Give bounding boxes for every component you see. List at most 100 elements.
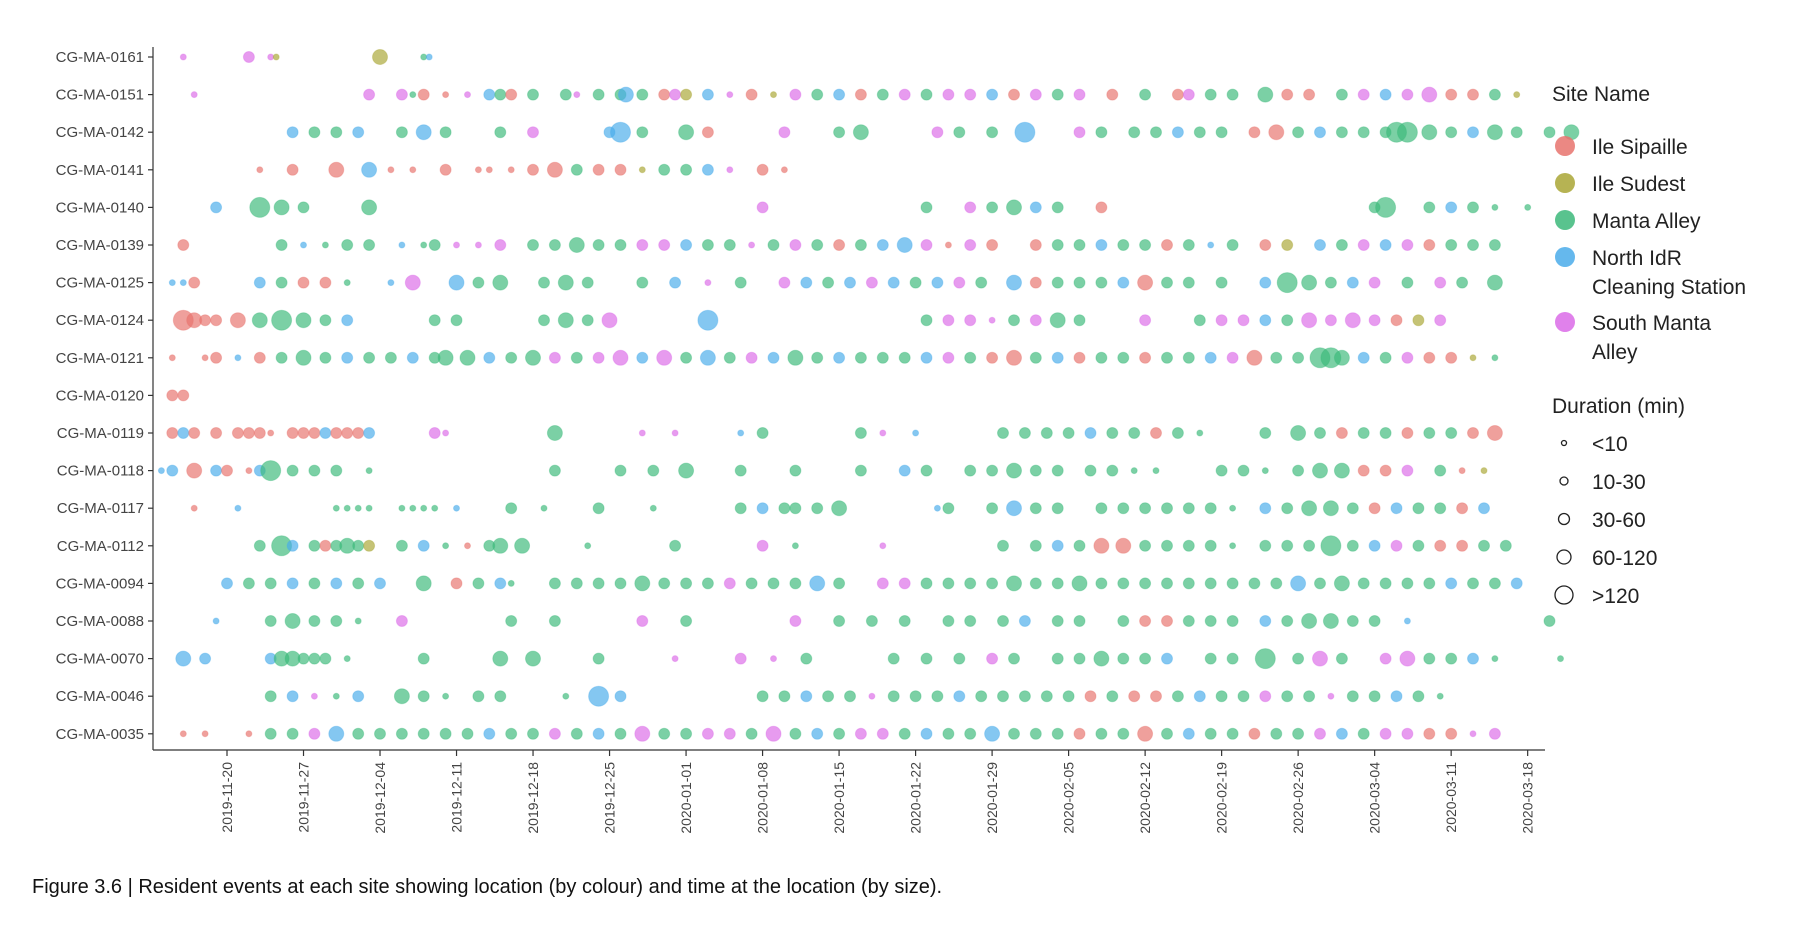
event-point [1073,539,1086,552]
event-point [669,88,682,101]
event-point [844,276,856,289]
event-point [527,163,539,176]
x-tick-label: 2019-12-04 [372,762,388,834]
event-point [854,239,867,251]
event-point [308,615,321,627]
event-point [680,88,693,101]
event-point [898,351,911,364]
event-point [1303,88,1316,101]
event-point [1073,314,1086,327]
event-point [811,502,824,515]
event-point [1301,613,1318,629]
event-point [1346,502,1359,515]
event-point [1357,464,1370,477]
event-point [942,351,955,364]
legend-swatch [1555,247,1575,267]
event-point [1467,577,1479,590]
event-point [1259,427,1272,439]
event-point [483,727,496,740]
event-point [308,539,321,552]
y-tick-label: CG-MA-0118 [57,463,144,480]
event-point [442,542,450,550]
event-point [494,239,507,251]
event-point [1117,727,1130,740]
event-point [1029,88,1042,101]
event-point [909,690,922,703]
event-point [701,239,714,251]
event-point [669,276,682,289]
event-point [1006,199,1022,216]
event-point [1182,502,1195,515]
event-point [245,730,253,738]
event-point [789,88,802,101]
event-point [726,166,734,174]
event-point [898,464,911,477]
event-point [1467,88,1479,101]
event-point [1491,655,1499,663]
event-point [1071,575,1088,592]
event-point [1259,314,1272,327]
event-point [474,166,482,174]
event-point [1137,274,1154,291]
event-point [1073,126,1086,139]
event-point [1335,727,1348,740]
event-point [1161,652,1173,665]
event-point [809,575,826,592]
event-point [1491,354,1499,362]
x-tick-label: 2019-12-25 [602,762,618,834]
event-point [415,575,432,592]
figure-caption: Figure 3.6 | Resident events at each sit… [32,876,943,898]
event-point [1204,539,1217,552]
event-point [1303,539,1316,552]
event-point [1390,314,1403,327]
event-point [1117,615,1130,627]
x-tick-label: 2020-01-22 [908,762,924,834]
event-point [942,577,955,590]
event-point [1248,727,1261,740]
event-point [1062,427,1075,439]
event-point [267,429,275,437]
event-point [1445,652,1458,665]
event-point [1375,196,1397,218]
event-point [1379,351,1392,364]
event-point [1008,652,1020,665]
event-point [384,351,397,364]
event-point [1051,239,1064,251]
event-point [286,577,299,590]
event-point [697,309,719,331]
event-point [767,239,780,251]
event-point [1491,203,1499,211]
event-point [1281,690,1294,703]
event-point [297,276,310,289]
event-point [557,312,574,329]
event-point [1357,88,1370,101]
event-point [1207,241,1215,249]
event-point [1357,239,1370,251]
event-point [398,241,406,249]
event-point [1073,351,1086,364]
event-point [649,504,657,512]
event-point [800,690,813,703]
event-point [854,727,867,740]
event-point [1029,502,1042,515]
event-point [442,429,450,437]
event-point [562,692,570,700]
event-point [420,241,428,249]
event-point [1469,730,1477,738]
event-point [1215,126,1228,139]
event-point [610,121,631,143]
event-point [1237,690,1250,703]
event-point [1499,539,1512,552]
event-point [920,201,933,214]
event-point [179,53,187,61]
event-point [1368,314,1381,327]
event-point [748,241,756,249]
event-point [1204,652,1217,665]
event-point [361,161,378,178]
event-point [417,652,430,665]
legend-color-items: Ile Sipaille Ile Sudest Manta Alley North I… [1555,136,1746,364]
event-point [570,727,583,740]
event-point [701,88,714,101]
event-point [1204,615,1217,627]
event-point [1335,652,1348,665]
